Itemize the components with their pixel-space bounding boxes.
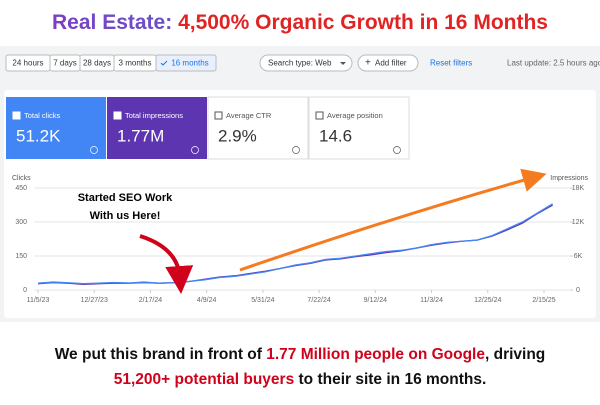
metric-card[interactable] [6,97,106,159]
metric-label: Total impressions [125,111,183,120]
x-tick-label: 2/15/25 [532,297,555,304]
last-update: Last update: 2.5 hours ago [507,59,600,68]
y-axis-title: Clicks [12,175,31,182]
y2-axis-title: Impressions [550,175,588,182]
range-label: 16 months [171,59,208,68]
add-filter: Add filter [375,59,407,68]
reset-filters[interactable]: Reset filters [430,59,472,68]
range-label: 28 days [83,59,111,68]
y-tick-label: 450 [15,185,27,192]
search-type-button[interactable] [259,54,353,72]
y-tick-label: 0 [23,287,27,294]
title-part: 4,500% Organic Growth in 16 Months [178,11,548,34]
annotation: With us Here! [90,210,161,222]
y2-tick-label: 12K [572,219,585,226]
x-tick-label: 12/25/24 [474,297,501,304]
check-icon [160,60,168,66]
x-tick-label: 11/5/23 [27,297,50,304]
search-type: Search type: Web [268,59,332,68]
metric-value: 51.2K [16,126,61,145]
range-label: 24 hours [12,59,43,68]
range-label: 3 months [119,59,152,68]
metric-value: 2.9% [218,126,257,145]
metric-checkbox [12,111,21,120]
footer-part: We put this brand in front of [55,346,263,363]
footer-part: 1.77 Million people on Google [266,346,485,363]
metric-checkbox [113,111,122,120]
metric-label: Total clicks [24,111,61,120]
x-tick-label: 9/12/24 [364,297,387,304]
start-arrow [139,234,194,294]
y2-tick-label: 18K [572,185,585,192]
range-button[interactable] [155,54,217,72]
add-filter-button[interactable] [357,54,419,72]
y-tick-label: 300 [15,219,27,226]
footer-line: 51,200+ potential buyers to their site i… [114,371,487,388]
metric-label: Average CTR [226,111,272,120]
x-tick-label: 7/22/24 [307,297,330,304]
footer-line: We put this brand in front of 1.77 Milli… [55,346,546,363]
metric-value: 14.6 [319,126,352,145]
y-tick-label: 150 [15,253,27,260]
title-part: Real Estate: [52,11,172,34]
growth-arrow [239,168,547,272]
x-tick-label: 2/17/24 [139,297,162,304]
x-tick-label: 12/27/23 [81,297,108,304]
help-icon [292,146,300,154]
metric-card[interactable] [308,96,410,160]
help-icon [393,146,401,154]
annotation: Started SEO Work [78,192,173,204]
footer-part: , driving [485,346,545,363]
help-icon [191,146,199,154]
range-label: 7 days [53,59,77,68]
metric-card[interactable] [107,97,207,159]
help-icon [90,146,98,154]
title: Real Estate: 4,500% Organic Growth in 16… [52,11,548,34]
metric-card[interactable] [207,96,309,160]
plus-icon: + [365,58,371,69]
x-tick-label: 5/31/24 [251,297,274,304]
metric-checkbox [214,111,223,120]
series-line [37,203,553,285]
footer-part: 51,200+ potential buyers [114,371,294,388]
y2-tick-label: 0 [576,287,580,294]
metric-label: Average position [327,111,383,120]
x-tick-label: 4/9/24 [197,297,217,304]
footer-part: to their site in 16 months. [299,371,487,388]
y2-tick-label: 6K [574,253,583,260]
metric-checkbox [315,111,324,120]
dropdown-icon [340,62,346,65]
x-tick-label: 11/3/24 [420,297,443,304]
metric-value: 1.77M [117,126,164,145]
